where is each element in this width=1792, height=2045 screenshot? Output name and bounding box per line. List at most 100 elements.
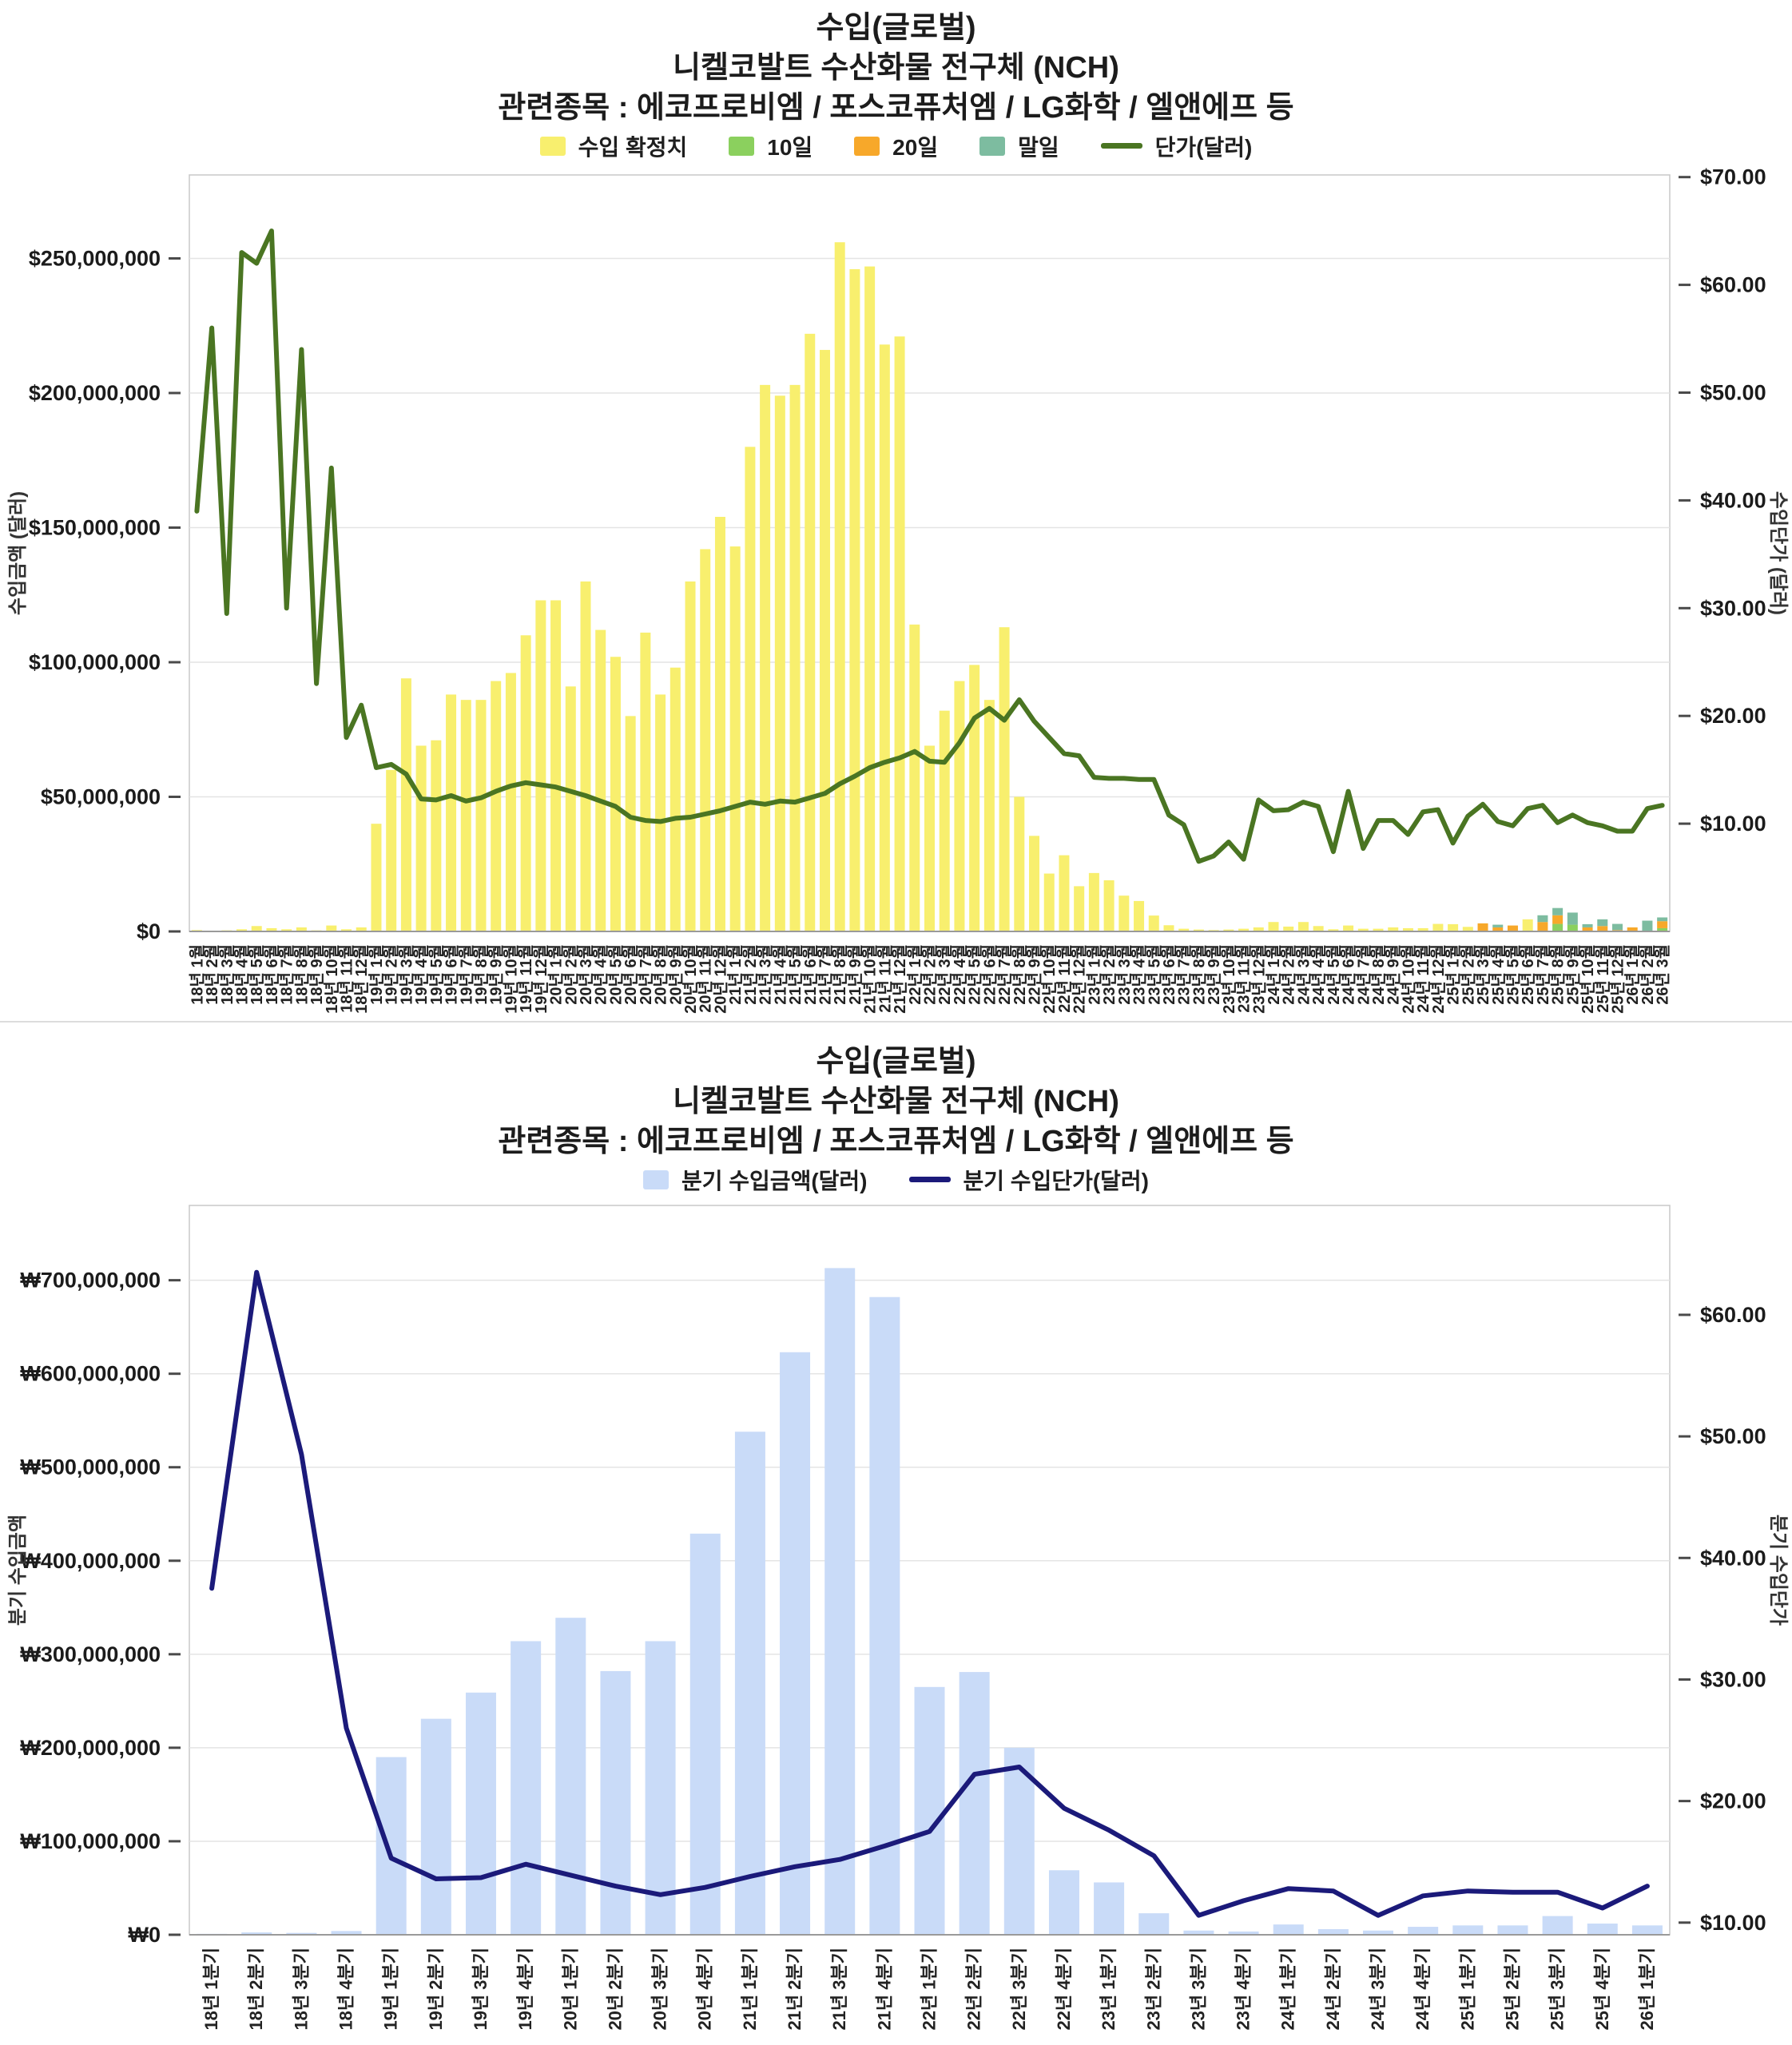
x-axis-label: 23년 10월 — [1220, 944, 1238, 1014]
x-axis-label: 21년 3월 — [757, 944, 775, 1005]
x-axis-label: 20년 1월 — [547, 944, 566, 1005]
bar-segment — [1059, 855, 1070, 931]
x-axis-label: 22년 7월 — [995, 944, 1014, 1005]
x-axis-label: 23년 3월 — [1115, 944, 1134, 1005]
bar-segment — [1432, 923, 1444, 931]
x-axis-label: 19년 10월 — [502, 944, 520, 1014]
x-axis-label: 25년 12월 — [1608, 944, 1627, 1014]
left-tick-label: ₩200,000,000 — [20, 1736, 161, 1760]
bar-segment — [819, 350, 830, 931]
x-axis-label: 24년 3월 — [1294, 944, 1313, 1005]
left-tick-label: ₩400,000,000 — [20, 1549, 161, 1573]
bar-segment — [1253, 927, 1264, 931]
x-axis-label: 24년 1월 — [1265, 944, 1283, 1005]
x-axis-label: 26년 3월 — [1654, 944, 1672, 1005]
bar-segment — [356, 927, 367, 931]
bar-segment — [1448, 923, 1459, 931]
bar-segment — [729, 546, 741, 931]
bar-segment — [491, 681, 502, 931]
left-tick-label: $100,000,000 — [29, 650, 161, 674]
x-axis-label: 25년 11월 — [1594, 944, 1612, 1013]
bar-segment — [824, 1268, 856, 1935]
x-axis-label: 25년 3월 — [1474, 944, 1492, 1005]
x-axis-label: 25년 9월 — [1564, 944, 1582, 1005]
x-axis-label: 21년 3분기 — [829, 1948, 849, 2031]
x-axis-label: 22년 2분기 — [964, 1948, 984, 2031]
x-axis-label: 24년 4분기 — [1413, 1948, 1432, 2031]
bar-segment — [1297, 922, 1309, 931]
x-axis-label: 18년 1월 — [188, 944, 206, 1005]
x-axis-label: 19년 2월 — [383, 944, 401, 1005]
x-axis-label: 18년 9월 — [308, 944, 326, 1005]
bar-segment — [914, 1686, 945, 1935]
bar-segment — [1402, 927, 1413, 931]
x-axis-label: 19년 4분기 — [515, 1948, 535, 2031]
x-axis-label: 19년 3월 — [397, 944, 415, 1005]
left-tick-label: ₩300,000,000 — [20, 1642, 161, 1666]
x-axis-label: 25년 2분기 — [1502, 1948, 1522, 2031]
bar-segment — [1103, 880, 1115, 931]
bar-segment — [670, 667, 681, 931]
bar-segment — [1657, 921, 1668, 928]
unit-price-line — [194, 228, 1665, 864]
bar-segment — [1408, 1927, 1439, 1935]
x-axis-label: 20년 3분기 — [650, 1948, 670, 2031]
left-tick-label: $250,000,000 — [29, 246, 161, 270]
x-axis-label: 24년 2월 — [1280, 944, 1298, 1005]
right-axis-title: 분기 수입단가 — [1767, 1515, 1789, 1626]
x-axis-label: 23년 11월 — [1235, 944, 1254, 1013]
x-axis-label: 20년 9월 — [666, 944, 685, 1005]
chart-title-line1: 수입(글로벌) — [816, 11, 976, 45]
x-axis-label: 20년 3월 — [577, 944, 595, 1005]
bar-segment — [600, 1670, 631, 1935]
bar-segment — [1507, 925, 1518, 931]
bar-segment — [760, 384, 771, 932]
left-tick-label: ₩600,000,000 — [20, 1362, 161, 1386]
x-axis-label: 19년 4월 — [412, 944, 431, 1005]
x-axis-label: 20년 7월 — [637, 944, 655, 1005]
x-axis-label: 21년 6월 — [801, 944, 820, 1005]
bar-segment — [1597, 926, 1608, 931]
bar-segment — [689, 1533, 721, 1935]
monthly-import-chart: 수입(글로벌) 니켈코발트 수산화물 전구체 (NCH) 관련종목 : 에코프로… — [0, 0, 1792, 1022]
bar-segment — [1228, 1931, 1259, 1935]
x-axis-label: 24년 8월 — [1369, 944, 1388, 1005]
left-axis-title: 수입금액 (달러) — [7, 491, 29, 615]
bar-segment — [555, 1618, 586, 1935]
right-tick-label: $60.00 — [1700, 273, 1766, 297]
x-axis-label: 22년 8월 — [1011, 944, 1029, 1005]
right-tick-label: $10.00 — [1700, 1911, 1766, 1935]
legend-item-4: 단가(달러) — [1100, 130, 1252, 162]
bar-segment — [241, 1932, 272, 1935]
bar-segment — [700, 549, 711, 931]
bar-segment — [1587, 1923, 1618, 1935]
bar-segment — [1582, 927, 1593, 931]
x-axis-label: 19년 3분기 — [471, 1948, 491, 2031]
bar-segment — [1343, 925, 1354, 931]
x-axis-label: 21년 1월 — [726, 944, 745, 1005]
x-axis-label: 23년 8월 — [1190, 944, 1208, 1005]
legend-label: 분기 수입금액(달러) — [681, 1168, 868, 1193]
right-tick-label: $60.00 — [1700, 1303, 1766, 1327]
x-axis-label: 19년 6월 — [443, 944, 461, 1005]
bar-segment — [1567, 924, 1578, 931]
x-axis-label: 20년 2분기 — [605, 1948, 625, 2031]
bar-segment — [1163, 925, 1174, 931]
left-tick-label: ₩700,000,000 — [20, 1269, 161, 1293]
bar-segment — [774, 395, 785, 931]
x-axis-label: 21년 10월 — [861, 944, 880, 1014]
left-tick-label: $150,000,000 — [29, 515, 161, 539]
bar-segment — [1417, 927, 1428, 931]
x-axis-label: 25년 4월 — [1489, 944, 1508, 1005]
x-axis-label: 23년 9월 — [1205, 944, 1223, 1005]
bar-segment — [1014, 796, 1025, 931]
x-axis-label: 19년 1월 — [368, 944, 386, 1005]
legend-color-swatch — [642, 1169, 669, 1189]
bar-segment — [959, 1672, 990, 1935]
right-tick-label: $50.00 — [1700, 1424, 1766, 1448]
x-axis-label: 21년 7월 — [816, 944, 834, 1005]
x-axis-label: 22년 6월 — [980, 944, 999, 1005]
x-axis-label: 18년 12월 — [352, 944, 371, 1014]
right-tick-label: $70.00 — [1700, 165, 1766, 189]
bar-segment — [286, 1932, 317, 1935]
